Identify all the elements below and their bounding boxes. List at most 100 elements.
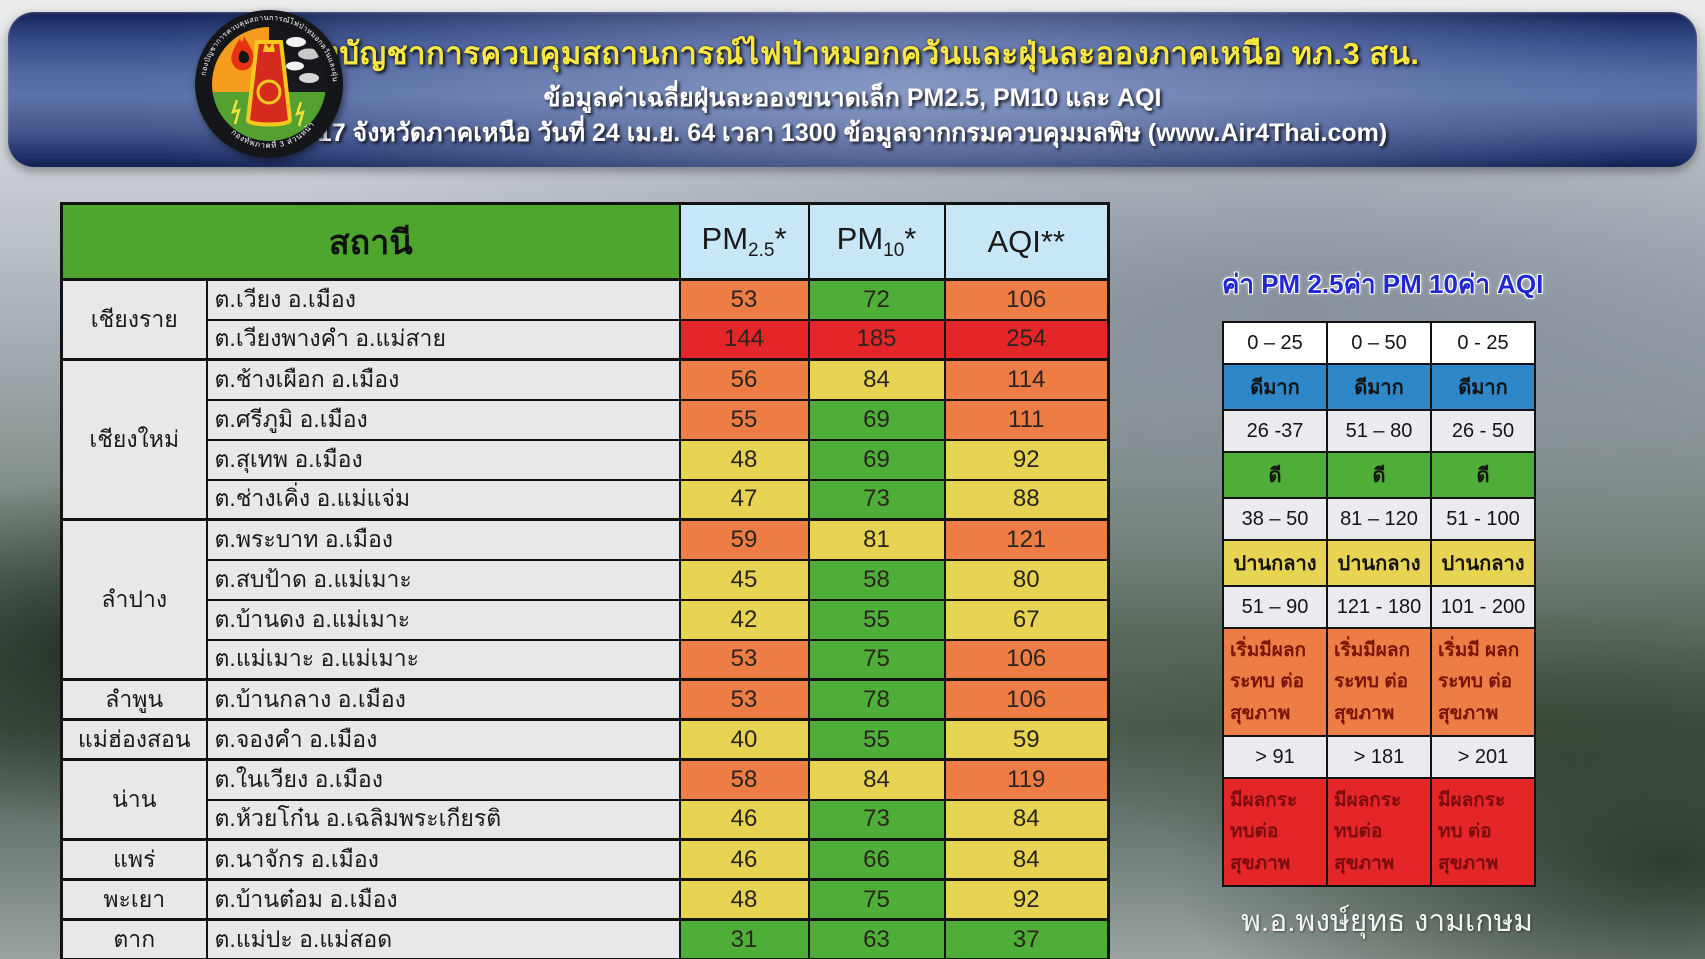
aqi-value: 84 [943,798,1110,841]
aqi-value: 106 [943,638,1110,681]
legend-cell: ดีมาก [1222,363,1328,411]
unit-emblem-logo: กองบัญชาการควบคุมสถานการณ์ไฟป่าหมอกควันแ… [193,8,343,158]
logo-shield [245,40,293,127]
province-cell: พะเยา [60,878,208,921]
legend-row-red: มีผลกระทบต่อ สุขภาพ มีผลกระทบต่อ สุขภาพ มี… [1222,777,1536,888]
pm10-value: 69 [807,438,946,481]
legend-cell: ดีมาก [1430,363,1536,411]
legend-cell: เริ่มมีผลกระทบ ต่อสุขภาพ [1326,626,1432,738]
pm25-value: 59 [678,518,810,561]
province-cell: ลำพูน [60,678,208,721]
legend-header-aqi: ค่า AQI [1457,269,1544,299]
pm10-value: 73 [807,478,946,521]
aqi-value: 106 [943,678,1110,721]
pm25-value: 46 [678,838,810,881]
aqi-value: 37 [943,918,1110,959]
pm10-value: 55 [807,718,946,761]
legend-cell: เริ่มมี ผลกระทบ ต่อสุขภาพ [1430,626,1536,738]
aqi-value: 114 [943,358,1110,401]
pm10-value: 69 [807,398,946,441]
legend-cell: ดี [1222,451,1328,499]
table-row: ตาก ต.แม่ปะ อ.แม่สอด 31 63 37 [60,918,1110,959]
pm10-value: 55 [807,598,946,641]
legend-row-white: 0 – 25 0 – 50 0 - 25 [1222,321,1536,365]
legend-cell: 38 – 50 [1222,497,1328,541]
aqi-data-table: สถานี PM2.5* PM10* AQI** เชียงราย ต.เวียง อ.เ… [60,202,1111,959]
province-cell: ตาก [60,918,208,959]
legend-row-light: > 91 > 181 > 201 [1222,735,1536,780]
aqi-value: 254 [943,318,1110,361]
pm10-value: 72 [807,278,946,321]
legend-cell: ดีมาก [1326,363,1432,411]
table-row: แม่ฮ่องสอน ต.จองคำ อ.เมือง 40 55 59 [60,718,1110,761]
banner-title: กองบัญชาการควบคุมสถานการณ์ไฟป่าหมอกควันแ… [285,36,1420,71]
station-cell: ต.สุเทพ อ.เมือง [205,438,681,481]
legend-row-blue: ดีมาก ดีมาก ดีมาก [1222,363,1536,411]
pm25-value: 40 [678,718,810,761]
province-cell: เชียงราย [60,278,208,361]
station-cell: ต.เวียง อ.เมือง [205,278,681,321]
station-cell: ต.ช่างเคิ่ง อ.แม่แจ่ม [205,478,681,521]
aqi-value: 106 [943,278,1110,321]
legend-cell: 26 - 50 [1430,409,1536,453]
pm10-value: 75 [807,638,946,681]
pm25-value: 144 [678,318,810,361]
legend-row-yellow: ปานกลาง ปานกลาง ปานกลาง [1222,539,1536,587]
banner-subtitle-2: 17 จังหวัดภาคเหนือ วันที่ 24 เม.ย. 64 เว… [317,119,1388,147]
table-header-row: สถานี PM2.5* PM10* AQI** [60,202,1110,281]
table-row: น่าน ต.ในเวียง อ.เมือง 58 84 119 [60,758,1110,841]
legend-headers: ค่า PM 2.5 ค่า PM 10 ค่า AQI [1222,264,1543,305]
pm25-value: 53 [678,678,810,721]
legend-table: 0 – 25 0 – 50 0 - 25 ดีมาก ดีมาก ดีมาก 26 -37 5… [1222,321,1536,888]
table-row: ต.เวียงพางคำ อ.แม่สาย 144 185 254 [62,318,1110,361]
pm10-value: 81 [807,518,946,561]
legend-row-light: 51 – 90 121 - 180 101 - 200 [1222,585,1536,629]
legend-cell: ปานกลาง [1222,539,1328,587]
legend-header-pm25: ค่า PM 2.5 [1222,269,1344,299]
pm25-value: 53 [678,278,810,321]
province-cell: ลำปาง [60,518,208,681]
pm25-value: 42 [678,598,810,641]
station-cell: ต.จองคำ อ.เมือง [205,718,681,761]
legend-cell: ดี [1326,451,1432,499]
station-cell: ต.ห้วยโก๋น อ.เฉลิมพระเกียรติ [205,798,681,841]
pm10-value: 75 [807,878,946,921]
pm10-sub: 10 [883,240,905,262]
province-cell: น่าน [60,758,208,841]
legend-row-light: 26 -37 51 – 80 26 - 50 [1222,409,1536,453]
legend-cell: ปานกลาง [1326,539,1432,587]
station-cell: ต.บ้านต๋อม อ.เมือง [205,878,681,921]
pm10-value: 58 [807,558,946,601]
legend-cell: 0 - 25 [1430,321,1536,365]
aqi-value: 80 [943,558,1110,601]
logo-spade-icon [238,50,250,64]
logo-clouds-icon [286,37,320,83]
station-cell: ต.ช้างเผือก อ.เมือง [205,358,681,401]
station-cell: ต.พระบาท อ.เมือง [205,518,681,561]
station-cell: ต.ศรีภูมิ อ.เมือง [205,398,681,441]
pm10-value: 73 [807,798,946,841]
legend-cell: มีผลกระทบ ต่อสุขภาพ [1430,777,1536,888]
legend-row-green: ดี ดี ดี [1222,451,1536,499]
col-header-aqi: AQI** [943,202,1110,281]
table-row: ต.ห้วยโก๋น อ.เฉลิมพระเกียรติ 46 73 84 [62,798,1110,841]
aqi-value: 119 [943,758,1110,801]
pm10-value: 63 [807,918,946,959]
pm10-value: 185 [807,318,946,361]
pm10-value: 84 [807,358,946,401]
col-header-pm10: PM10* [807,202,946,281]
province-cell: แพร่ [60,838,208,881]
legend-cell: > 201 [1430,735,1536,780]
table-row: เชียงราย ต.เวียง อ.เมือง 53 72 106 [60,278,1110,361]
pm25-value: 31 [678,918,810,959]
col-header-station: สถานี [60,202,681,281]
legend-cell: 26 -37 [1222,409,1328,453]
legend-cell: มีผลกระทบต่อ สุขภาพ [1222,777,1328,888]
col-header-pm25: PM2.5* [678,202,810,281]
table-row: ต.สบป้าด อ.แม่เมาะ 45 58 80 [62,558,1110,601]
pm25-value: 56 [678,358,810,401]
aqi-value: 67 [943,598,1110,641]
logo-center-medallion [256,79,282,105]
table-row: ลำปาง ต.พระบาท อ.เมือง 59 81 121 [60,518,1110,681]
province-cell: แม่ฮ่องสอน [60,718,208,761]
